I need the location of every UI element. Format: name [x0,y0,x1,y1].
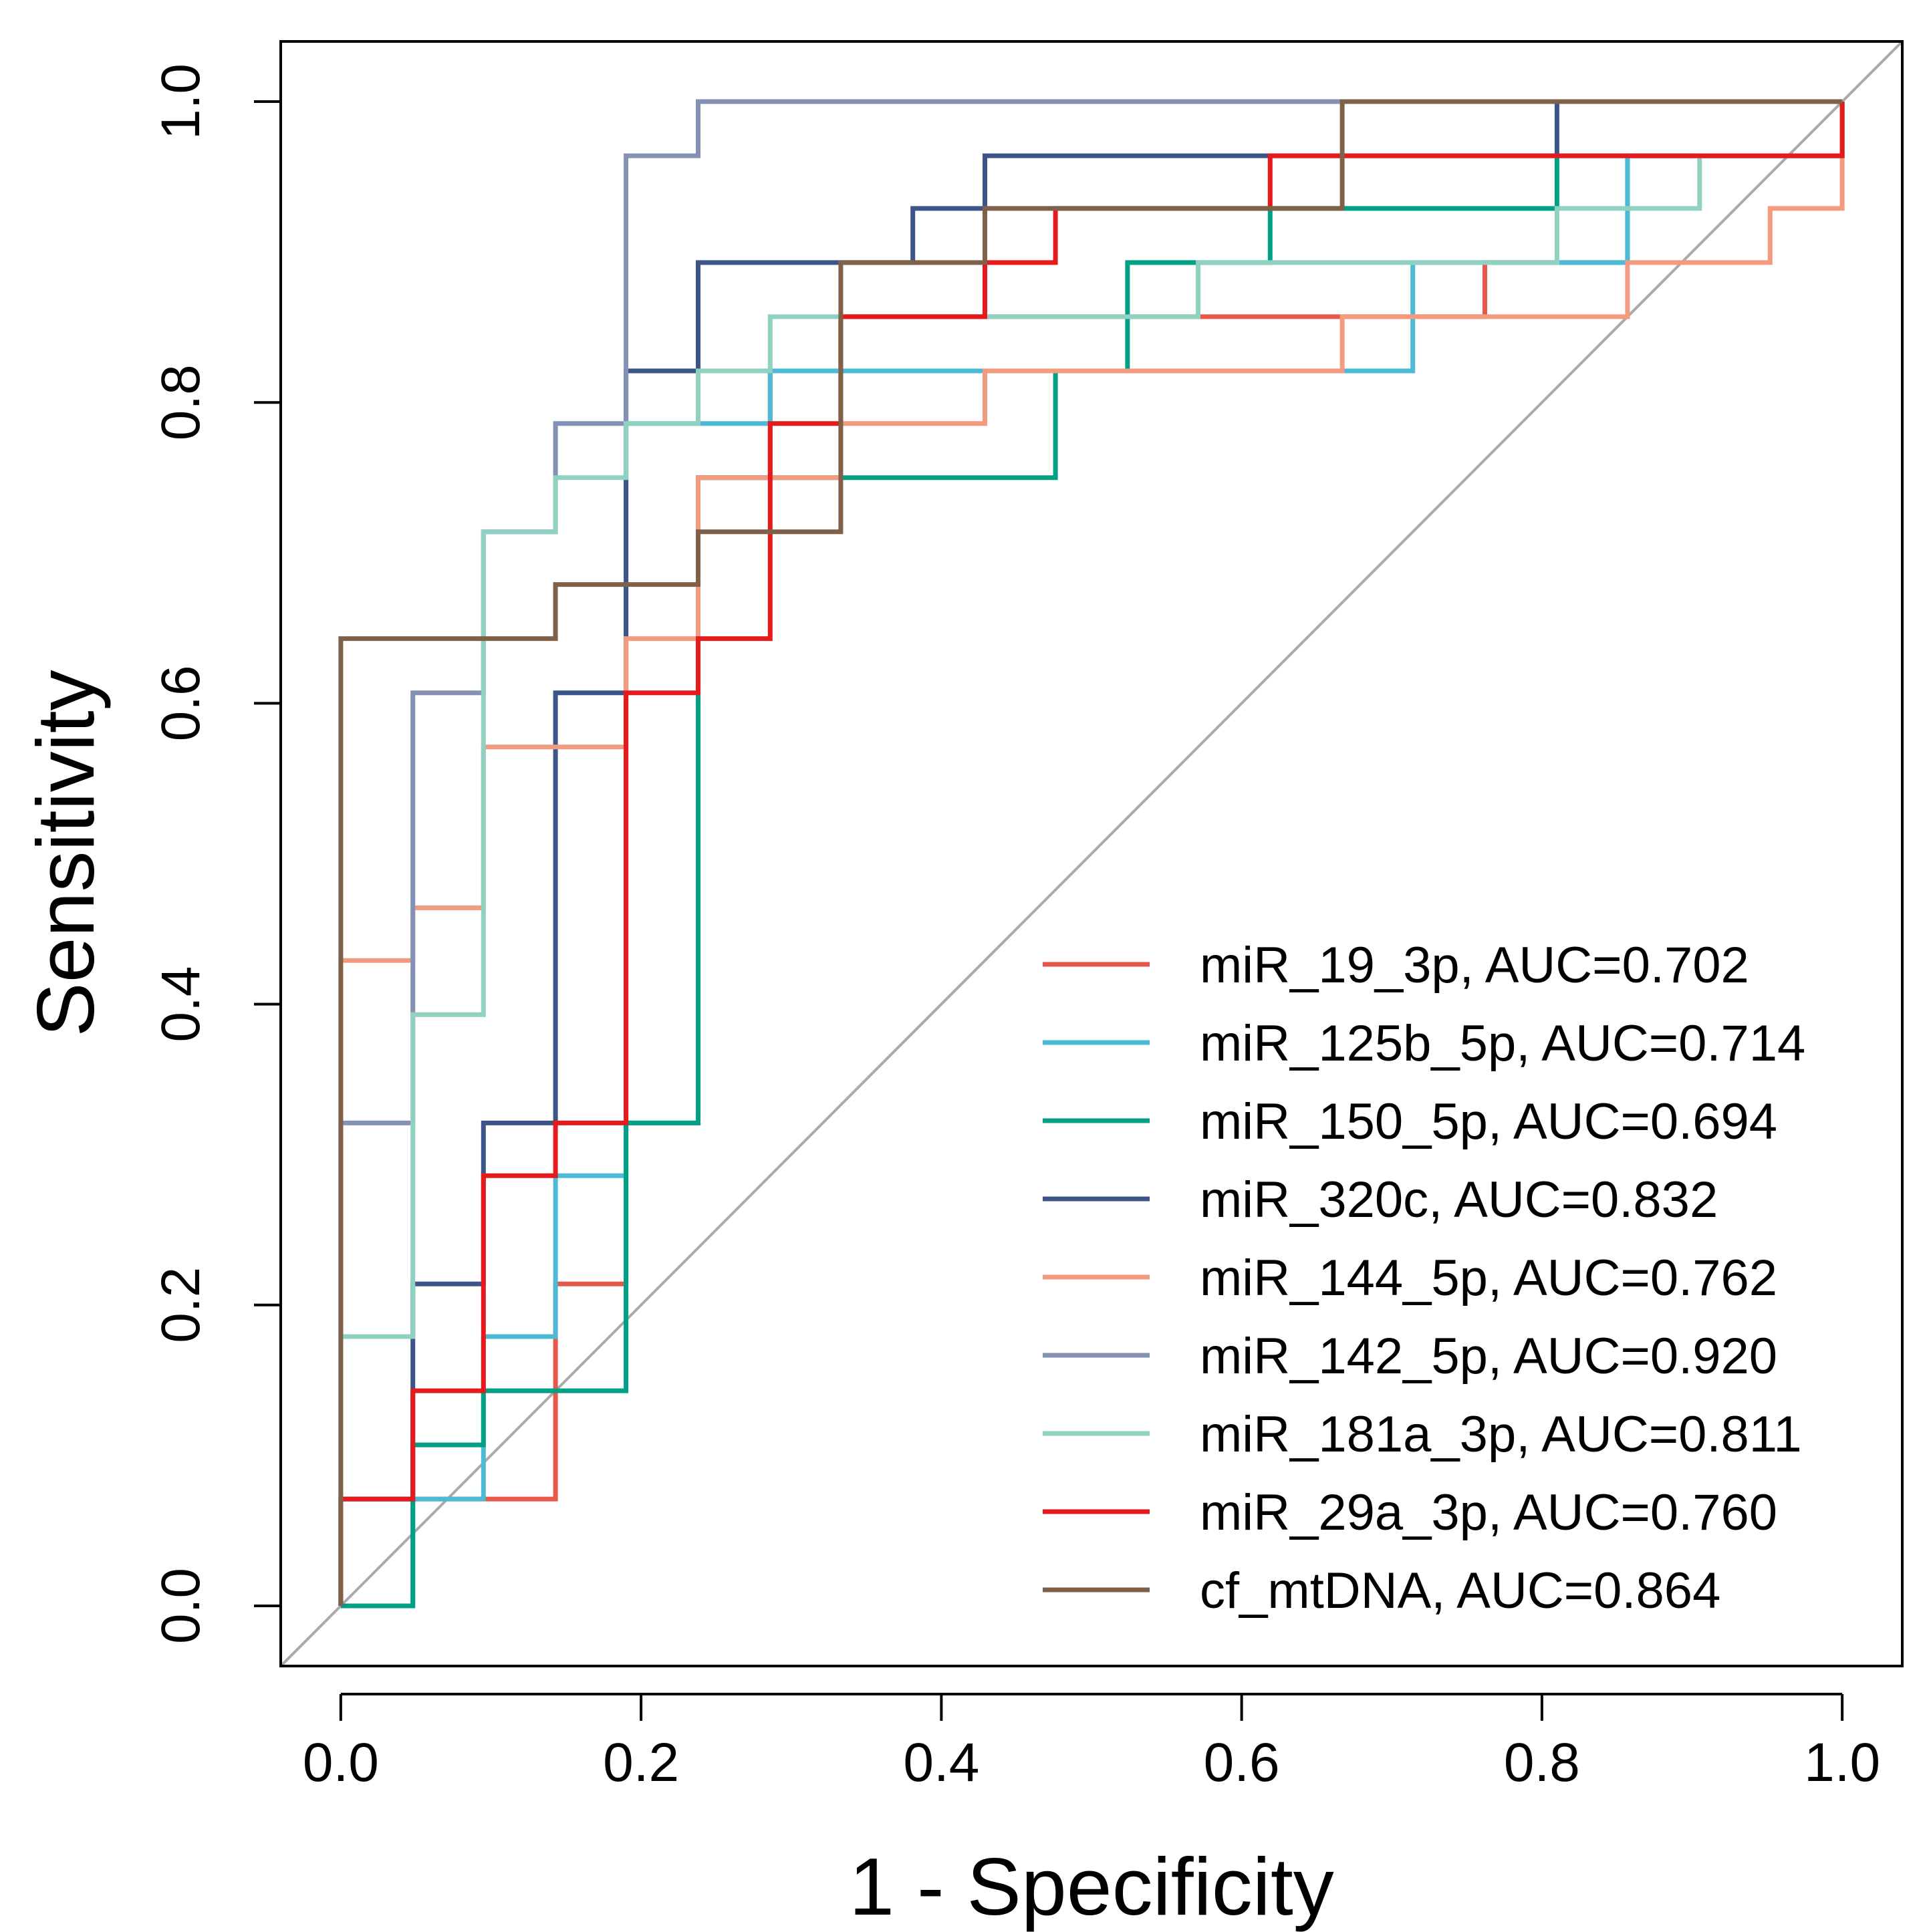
legend-label-0: miR_19_3p, AUC=0.702 [1200,937,1749,994]
series-line-8 [338,99,1843,1606]
legend-label-5: miR_142_5p, AUC=0.920 [1200,1328,1777,1385]
legend-label-7: miR_29a_3p, AUC=0.760 [1200,1484,1777,1541]
x-axis: 0.0 0.2 0.4 0.6 0.8 1.0 [303,1693,1880,1793]
series-group [338,99,1845,1609]
y-tick-label: 1.0 [150,63,211,140]
legend: miR_19_3p, AUC=0.702 miR_125b_5p, AUC=0.7… [1043,937,1805,1619]
y-tick-label: 0.0 [150,1568,211,1644]
x-tick-label: 1.0 [1804,1732,1880,1793]
y-axis: 0.0 0.2 0.4 0.6 0.8 1.0 [150,63,282,1644]
series-line-2 [340,102,1845,1609]
y-tick-label: 0.2 [150,1267,211,1343]
x-axis-title: 1 - Specificity [849,1841,1333,1932]
y-tick-label: 0.8 [150,364,211,440]
legend-label-3: miR_320c, AUC=0.832 [1200,1171,1718,1228]
legend-label-2: miR_150_5p, AUC=0.694 [1200,1093,1777,1150]
series-line-6 [338,102,1845,1606]
reference-diagonal-line [281,41,1902,1666]
x-tick-label: 0.0 [303,1732,379,1793]
y-tick-label: 0.6 [150,665,211,741]
x-tick-label: 0.2 [603,1732,679,1793]
legend-label-8: cf_mtDNA, AUC=0.864 [1200,1562,1720,1619]
legend-label-4: miR_144_5p, AUC=0.762 [1200,1250,1777,1306]
legend-label-6: miR_181a_3p, AUC=0.811 [1200,1406,1802,1463]
y-tick-label: 0.4 [150,966,211,1043]
x-tick-label: 0.8 [1504,1732,1580,1793]
x-tick-label: 0.4 [903,1732,979,1793]
legend-label-1: miR_125b_5p, AUC=0.714 [1200,1015,1805,1072]
x-tick-label: 0.6 [1204,1732,1280,1793]
y-axis-title: Sensitivity [20,670,111,1037]
